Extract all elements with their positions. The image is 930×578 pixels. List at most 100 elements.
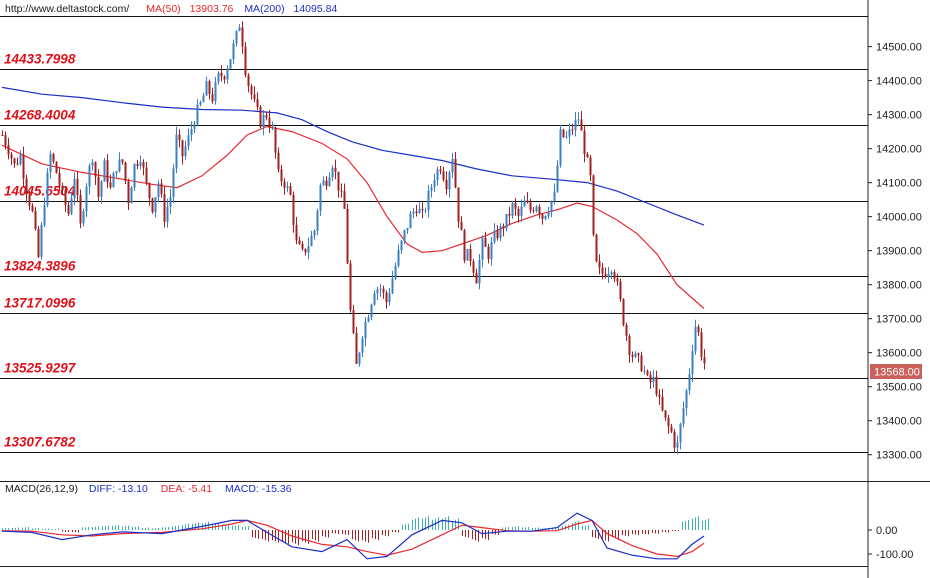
y-tick-label: 13600.00	[876, 348, 922, 360]
candle-down	[37, 228, 40, 257]
candle-down	[334, 167, 337, 172]
candle-up	[166, 206, 169, 222]
ma200-label: MA(200)	[244, 3, 284, 15]
candle-down	[508, 213, 511, 216]
candle-down	[421, 208, 424, 211]
candle-down	[700, 332, 703, 358]
candle-down	[277, 152, 280, 170]
candle-down	[571, 129, 574, 131]
candle-down	[292, 194, 295, 225]
candle-down	[259, 106, 262, 128]
ma200-value: 14095.84	[294, 3, 338, 15]
candle-up	[559, 129, 562, 166]
macd-tick-label: 0.00	[876, 525, 897, 537]
candle-up	[412, 211, 415, 214]
candle-up	[406, 228, 409, 231]
candle-down	[211, 94, 214, 102]
candle-up	[91, 162, 94, 166]
candle-up	[691, 351, 694, 375]
candle-up	[679, 423, 682, 443]
candle-up	[547, 211, 550, 216]
candle-up	[88, 165, 91, 187]
candle-up	[169, 196, 172, 207]
candle-down	[10, 154, 13, 159]
candle-up	[313, 230, 316, 236]
candle-up	[478, 259, 481, 284]
candle-up	[418, 208, 421, 214]
candle-up	[682, 408, 685, 424]
candle-up	[652, 376, 655, 383]
candle-up	[118, 159, 121, 172]
ma50-value: 13903.76	[190, 3, 234, 15]
candle-down	[178, 134, 181, 141]
candle-up	[226, 68, 229, 80]
source-url[interactable]: http://www.deltastock.com/	[5, 3, 129, 15]
candle-down	[484, 237, 487, 247]
candle-down	[646, 370, 649, 375]
y-tick-label: 13700.00	[876, 314, 922, 326]
candle-up	[139, 162, 142, 166]
candle-down	[622, 299, 625, 325]
candle-down	[160, 183, 163, 195]
candle-down	[517, 208, 520, 216]
candle-up	[271, 127, 274, 129]
candle-up	[391, 278, 394, 294]
candle-down	[670, 426, 673, 432]
candle-up	[448, 172, 451, 190]
candle-down	[628, 335, 631, 355]
macd-macd-value: MACD: -15.36	[225, 483, 292, 495]
ma50-label: MA(50)	[146, 3, 180, 15]
candle-up	[568, 129, 571, 137]
candle-down	[649, 374, 652, 383]
candle-down	[22, 154, 25, 179]
candle-up	[481, 237, 484, 260]
candle-down	[265, 114, 268, 118]
candle-down	[253, 94, 256, 100]
level-label: 14268.4004	[4, 108, 76, 123]
candle-down	[487, 246, 490, 260]
candle-up	[85, 186, 88, 212]
candle-down	[58, 173, 61, 186]
candle-down	[325, 180, 328, 187]
candle-up	[427, 190, 430, 211]
candle-up	[634, 353, 637, 357]
candle-down	[241, 27, 244, 47]
candle-down	[514, 202, 517, 209]
candle-down	[469, 248, 472, 262]
candle-down	[268, 117, 271, 128]
candle-up	[394, 266, 397, 279]
candle-down	[460, 221, 463, 231]
candle-down	[301, 244, 304, 249]
level-label: 13824.3896	[4, 259, 76, 274]
candle-down	[457, 187, 460, 222]
y-tick-label: 14000.00	[876, 212, 922, 224]
level-label: 14433.7998	[4, 52, 76, 67]
candle-up	[193, 124, 196, 129]
candle-up	[370, 304, 373, 318]
candle-down	[454, 158, 457, 188]
candle-up	[499, 226, 502, 239]
candle-up	[130, 187, 133, 204]
candle-down	[163, 194, 166, 222]
candle-up	[367, 317, 370, 322]
candle-up	[229, 59, 232, 69]
candle-down	[280, 169, 283, 182]
candle-up	[436, 169, 439, 181]
candle-down	[79, 194, 82, 224]
candle-down	[94, 162, 97, 177]
candle-down	[580, 119, 583, 131]
candle-up	[409, 213, 412, 229]
candle-down	[619, 281, 622, 300]
candle-up	[544, 215, 547, 219]
macd-header: MACD(26,12,9) DIFF: -13.10 DEA: -5.41 MA…	[5, 483, 292, 495]
candle-up	[379, 288, 382, 290]
candle-down	[640, 355, 643, 372]
candle-up	[388, 293, 391, 303]
candle-down	[472, 261, 475, 273]
candle-down	[142, 162, 145, 168]
candle-up	[199, 102, 202, 105]
candle-up	[307, 245, 310, 253]
macd-title: MACD(26,12,9)	[5, 483, 78, 495]
candle-down	[67, 204, 70, 214]
candle-up	[565, 136, 568, 138]
